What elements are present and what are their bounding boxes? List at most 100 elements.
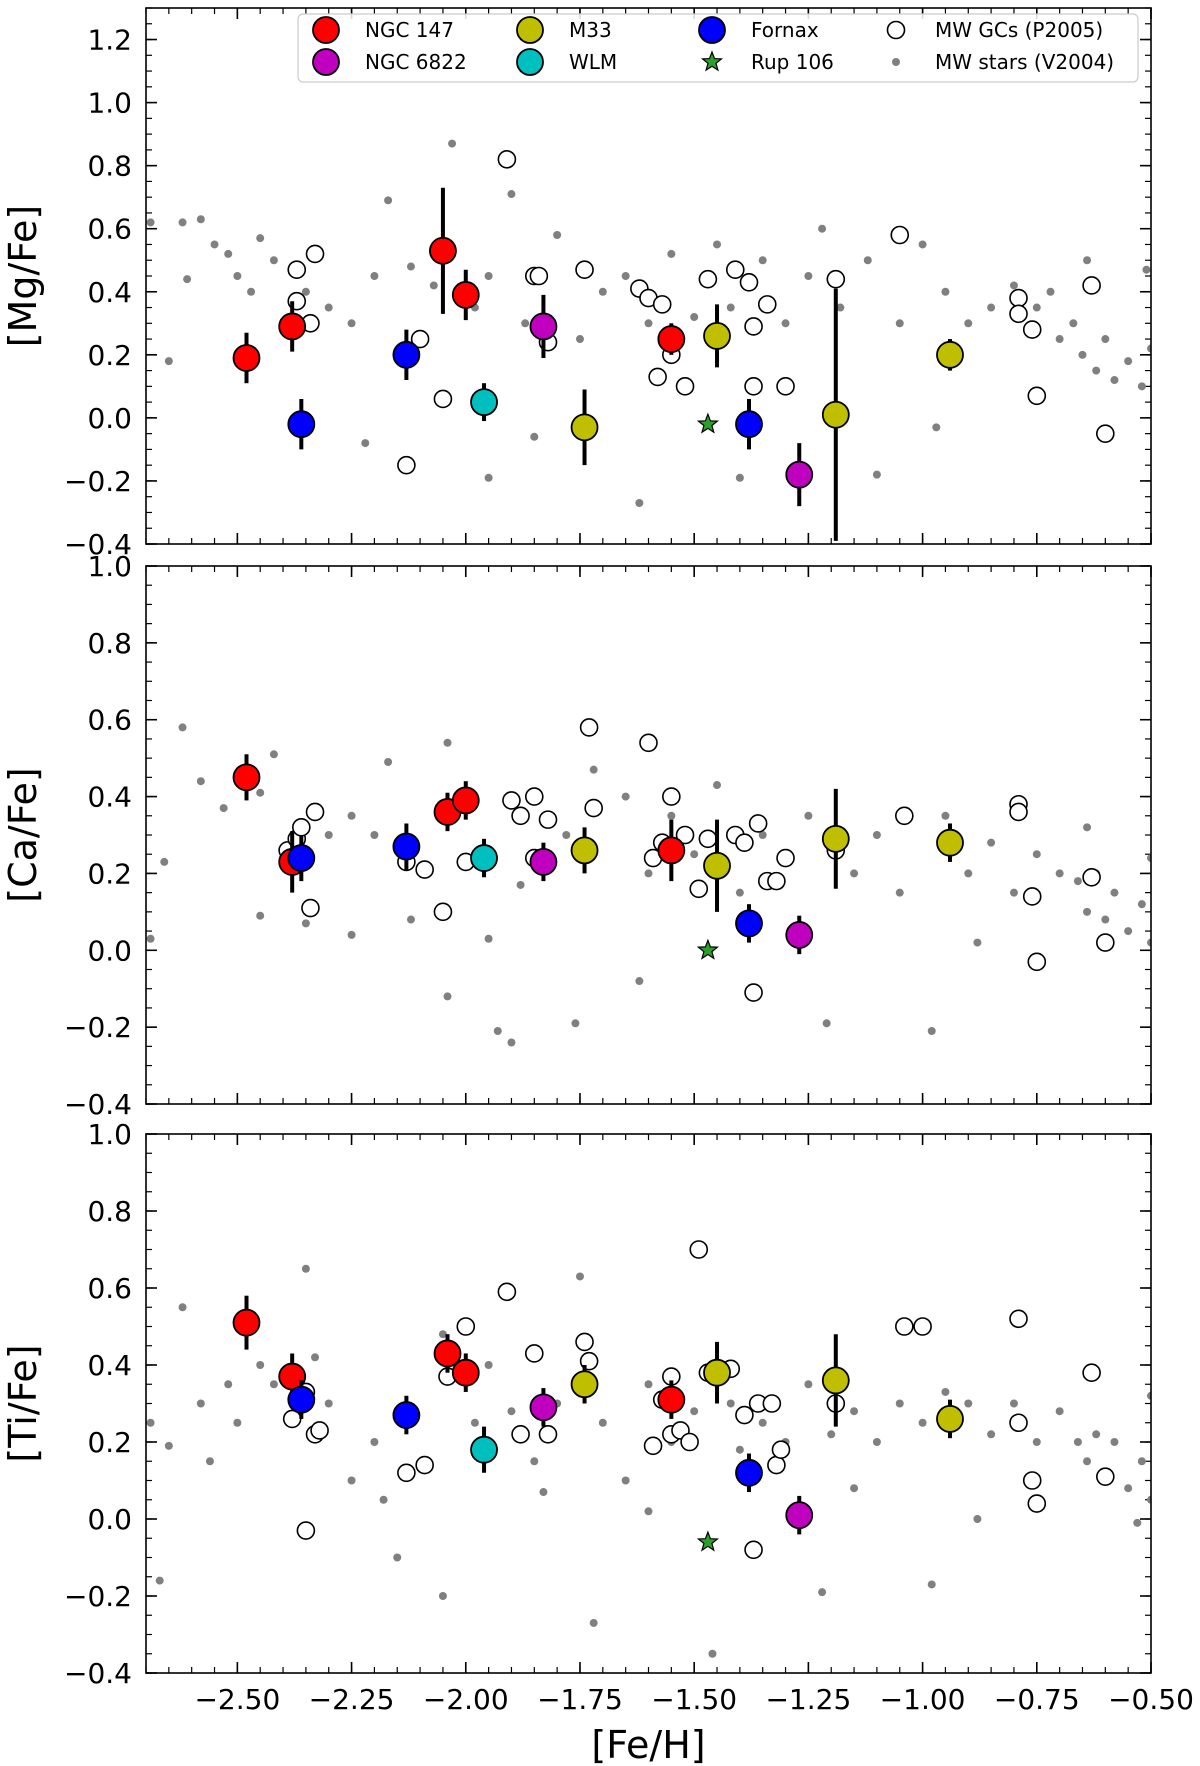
mw-star-point (438, 1592, 447, 1600)
mw-star-point (872, 831, 881, 839)
y-tick-label: −0.2 (64, 1580, 132, 1613)
series-fornax (287, 1380, 763, 1493)
panel-ca-fe: −0.4 −0.2 0.0 0.2 0.4 0.6 0.8 1.0 [Ca/Fe] (1, 550, 1152, 1121)
mw-star-point (146, 1418, 155, 1427)
mw-gc-point (1096, 1467, 1115, 1486)
mw-star-point (1083, 1457, 1092, 1466)
y-tick-label: 1.0 (87, 1118, 132, 1151)
mw-star-point (164, 1441, 173, 1450)
mw-gc-point (762, 1394, 782, 1413)
mw-star-point (164, 357, 173, 366)
mw-star-point (872, 1438, 881, 1446)
mw-gc-point (1027, 386, 1047, 406)
mw-star-point (1009, 888, 1018, 897)
y-tick-label: 1.2 (87, 24, 132, 57)
mw-star-point (872, 470, 881, 479)
mw-gc-point (675, 377, 695, 396)
legend-label-m33: M33 (569, 18, 612, 42)
mw-star-point (233, 272, 242, 280)
mw-star-point (324, 1399, 333, 1408)
legend-label-mw-stars-v2004: MW stars (V2004) (935, 50, 1114, 74)
mw-star-point (1009, 1399, 1018, 1408)
legend-label-ngc-6822: NGC 6822 (365, 50, 467, 74)
mw-star-point (621, 272, 630, 280)
mw-star-point (1124, 357, 1133, 366)
y-tick-label: 0.0 (87, 402, 132, 435)
mw-gc-point (305, 802, 325, 822)
mw-star-point (530, 1457, 539, 1466)
mw-star-point (571, 1019, 580, 1028)
mw-star-point (406, 262, 415, 271)
mw-star-point (589, 1618, 598, 1627)
y-tick-label: −0.2 (64, 1011, 132, 1044)
ngc-147-point (451, 281, 480, 309)
legend-marker-mw-stars-v2004 (892, 58, 900, 66)
mw-star-point (822, 1019, 831, 1028)
ngc-147-point (232, 1308, 261, 1337)
mw-gc-point (675, 825, 695, 845)
mw-star-point (1142, 265, 1151, 274)
ngc-6822-point (529, 312, 558, 341)
mw-star-point (1032, 1438, 1041, 1446)
mw-star-point (379, 1495, 388, 1504)
mw-star-point (301, 1264, 310, 1273)
mw-star-point (205, 1457, 214, 1466)
series-mw-gcs-p2005 (278, 718, 1115, 1002)
mw-gc-point (579, 718, 599, 737)
panel-mg-fe: −0.4 −0.2 0.0 0.2 0.4 0.6 0.8 1.0 1.2 [Mg/Fe] (1, 7, 1152, 561)
mw-star-point (507, 1038, 516, 1047)
fornax-point (287, 410, 316, 439)
ngc-147-point (657, 1385, 686, 1414)
mw-gc-point (913, 1317, 932, 1336)
mw-star-point (1124, 1484, 1133, 1493)
rup106-point (696, 412, 720, 434)
ngc-147-point (451, 1358, 480, 1387)
mw-star-point (1110, 1438, 1119, 1446)
mw-star-point (598, 1418, 607, 1427)
y-tick-label: 0.8 (87, 150, 132, 183)
x-tick-label: −2.50 (194, 1683, 280, 1716)
y-tick-label: −0.4 (64, 1657, 132, 1690)
legend-label-fornax: Fornax (751, 18, 819, 42)
mw-star-point (1147, 854, 1151, 863)
panels: −0.4−0.20.00.20.40.60.81.01.2[Mg/Fe]−0.4… (1, 7, 1194, 1716)
mw-star-point (964, 1399, 973, 1408)
series-ngc-6822 (529, 1388, 814, 1535)
legend-marker-ngc-147 (312, 16, 340, 44)
series-ngc-6822 (529, 294, 814, 507)
mw-star-point (589, 765, 598, 774)
fornax-point (392, 340, 421, 369)
mw-star-point (1073, 1438, 1082, 1446)
mw-star-point (347, 1476, 356, 1485)
mw-star-point (708, 1649, 717, 1658)
mw-star-point (1083, 823, 1092, 832)
mw-gc-point (511, 806, 530, 826)
mw-gc-point (826, 269, 846, 289)
mw-star-point (256, 788, 265, 797)
mw-star-point (690, 1407, 699, 1416)
mw-gc-point (767, 871, 786, 891)
mw-star-point (324, 831, 333, 839)
mw-star-point (443, 738, 452, 747)
m33-point (936, 340, 964, 369)
mw-gc-point (1022, 320, 1042, 339)
mw-star-point (690, 850, 699, 859)
m33-point (703, 322, 731, 350)
mw-star-point (635, 499, 644, 508)
y-tick-label: 0.2 (87, 1426, 132, 1459)
mw-star-point (1147, 1495, 1151, 1504)
mw-star-point (269, 256, 278, 265)
y-tick-label: 0.6 (87, 213, 132, 246)
m33-point (703, 851, 731, 880)
wlm-point (470, 388, 498, 417)
ngc-147-point (232, 763, 261, 792)
mw-gc-point (456, 1317, 476, 1336)
series-rup-106 (696, 938, 720, 960)
y-tick-label: 0.4 (87, 276, 132, 309)
legend-box (297, 13, 1139, 83)
mw-gc-point (689, 879, 709, 899)
legend-marker-mw-gcs-p2005 (886, 20, 906, 40)
mw-star-point (210, 240, 219, 249)
mw-star-point (964, 869, 973, 878)
x-tick-label: −0.75 (994, 1683, 1080, 1716)
